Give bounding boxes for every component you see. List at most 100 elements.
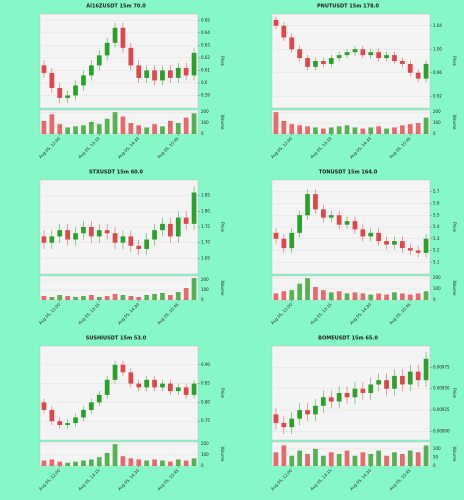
candle-body [49,409,55,422]
candle-body [399,61,405,64]
x-tick-label: Aug 05, 14:30 [117,468,141,492]
y-tick-label: 1.75 [201,224,210,229]
candle-body [136,65,142,78]
x-tick-label: Aug 05, 13:15 [77,302,101,326]
volume-bar [392,292,397,300]
volume-bar [183,117,189,134]
volume-bar [112,112,118,134]
volume-tick-label: 0 [433,297,436,302]
chart-title: PNUTUSDT 15m 178.0 [317,4,380,10]
volume-tick-label: 200 [433,109,441,114]
y-axis-label: Price [220,388,225,398]
volume-bar [167,461,173,466]
volume-bar [65,127,71,134]
volume-panel [271,441,431,467]
candle-body [336,55,342,59]
volume-bar [88,295,94,300]
volume-bar [289,455,295,466]
x-tick-label: Aug 05, 13:15 [77,468,101,492]
volume-axis-label: Volume [452,281,457,296]
volume-tick-label: 200 [201,441,209,446]
volume-tick-label: 100 [201,287,209,292]
candle-body [352,221,358,230]
volume-tick-label: 0 [433,463,436,468]
candle-body [289,232,295,249]
volume-bar [96,457,102,466]
candle-body [376,52,382,59]
candle-body [328,215,334,218]
y-tick-label: 5.5 [433,212,440,217]
y-axis-label: Price [220,222,225,232]
volume-bar [144,460,150,466]
candle-body [320,61,326,64]
candle-body [423,358,429,381]
y-tick-label: 5.1 [433,259,440,264]
price-panel [39,345,199,441]
candle-body [344,52,350,56]
y-axis-label: Price [452,388,457,398]
candle-body [423,238,429,253]
x-tick-label: Aug 05, 12:00 [270,468,294,492]
y-tick-label: 5.3 [433,236,440,241]
volume-bar [104,452,110,466]
candle-body [81,409,86,418]
y-tick-label: 5.2 [433,248,440,253]
candle-body [313,61,318,67]
candle-body [392,55,397,61]
candle-body [415,371,421,381]
candle-body [344,393,350,398]
y-tick-label: 1.80 [201,208,210,213]
candle-body [167,223,173,237]
candle-body [41,65,47,73]
x-tick-label: Aug 05, 15:45 [388,302,412,326]
x-tick-label: Aug 05, 15:45 [388,468,412,492]
candle-body [120,364,126,373]
volume-bar [41,120,47,134]
y-tick-label: 1.65 [201,255,210,260]
volume-bar [305,278,310,300]
volume-bar [320,128,326,134]
x-tick-label: Aug 05, 15:45 [156,302,180,326]
y-tick-label: 0.00925 [433,407,450,412]
volume-bar [175,123,181,134]
volume-tick-label: 100 [201,452,209,457]
candle-body [160,383,165,388]
candle-body [407,63,413,73]
y-tick-label: 0.00900 [433,428,450,433]
volume-bar [281,120,287,134]
volume-bar [407,294,413,300]
candle-body [88,65,94,76]
y-tick-label: 0.80 [201,399,210,404]
candle-body [104,379,110,395]
volume-bar [183,288,189,300]
candle-body [305,410,310,415]
chart-title: BOMEUSDT 15m 65.0 [318,336,378,342]
candle-body [376,232,382,242]
volume-bar [384,128,389,134]
candle-body [376,380,382,385]
candle-body [273,19,279,26]
volume-tick-label: 200 [201,109,209,114]
volume-bar [360,293,366,300]
candle-body [73,85,78,96]
candle-body [152,230,157,240]
volume-bar [191,113,197,134]
volume-bar [281,291,287,300]
candle-body [281,238,287,249]
volume-tick-label: 100 [433,120,441,125]
x-tick-label: Aug 05, 14:30 [349,468,373,492]
x-tick-label: Aug 05, 12:00 [38,468,62,492]
candle-body [120,236,126,243]
y-tick-label: 0.85 [201,381,210,386]
candle-body [289,418,295,428]
candle-body [49,72,55,88]
volume-bar [384,294,389,300]
volume-bar [360,452,366,466]
volume-tick-label: 0 [201,131,204,136]
volume-bar [384,455,389,466]
candle-body [65,230,71,240]
candle-body [313,405,318,415]
volume-bar [376,450,382,466]
candle-body [305,194,310,216]
candle-body [399,241,405,249]
